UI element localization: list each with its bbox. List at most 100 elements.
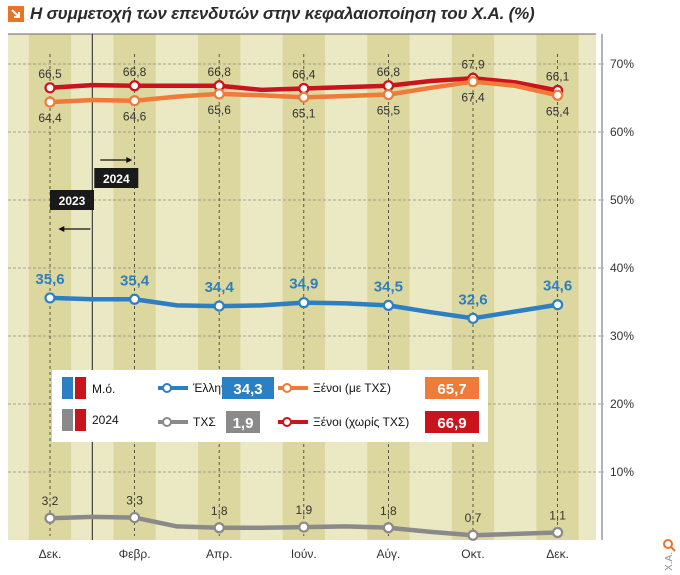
- y-tick-label: 40%: [610, 261, 634, 275]
- data-point-foreign_with: [382, 88, 394, 101]
- y-tick-label: 60%: [610, 125, 634, 139]
- data-point-greeks: [44, 292, 56, 304]
- legend-avg-value-foreign_with: 65,7: [437, 381, 466, 398]
- legend-marker-greeks: [162, 383, 172, 393]
- data-label-greeks: 35,4: [120, 272, 150, 289]
- data-label-foreign_without: 66,8: [123, 65, 147, 79]
- data-label-foreign_without: 66,8: [377, 65, 401, 79]
- year-2023-box: [50, 190, 94, 210]
- data-label-foreign_without: 67,9: [461, 57, 485, 71]
- data-label-greeks: 34,9: [289, 276, 318, 293]
- data-label-foreign_with: 64,6: [123, 110, 147, 124]
- data-point-foreign_with: [551, 89, 564, 101]
- data-label-foreign_with: 65,1: [292, 106, 316, 120]
- data-label-foreign_without: 66,5: [38, 67, 62, 81]
- data-point-hfsf: [298, 521, 310, 533]
- y-tick-label: 30%: [610, 329, 634, 343]
- x-tick-label: Φεβρ.: [119, 547, 151, 561]
- month-band: [113, 34, 156, 540]
- legend-marker-foreign_with: [282, 383, 292, 393]
- x-tick-label: Ιούν.: [291, 547, 317, 561]
- data-point-foreign_without: [129, 80, 141, 92]
- x-tick-label: Οκτ.: [461, 547, 484, 561]
- month-band: [367, 34, 410, 540]
- data-label-foreign_with: 65,4: [546, 104, 570, 118]
- data-label-hfsf: 0,7: [465, 511, 482, 525]
- y-tick-label: 50%: [610, 193, 634, 207]
- data-point-hfsf: [129, 511, 141, 524]
- chart-title-bar: Η συμμετοχή των επενδυτών στην κεφαλαιοπ…: [8, 2, 535, 26]
- arrow-left-icon: [58, 226, 65, 232]
- data-point-foreign_with: [129, 95, 141, 107]
- data-label-hfsf: 3,3: [126, 494, 143, 508]
- legend-label-foreign_with: Ξένοι (με ΤΧΣ): [313, 381, 391, 395]
- data-label-foreign_with: 65,6: [208, 103, 232, 117]
- source-label: Χ.Α.: [663, 552, 675, 571]
- data-label-foreign_with: 64,4: [38, 111, 62, 125]
- chart-title: Η συμμετοχή των επενδυτών στην κεφαλαιοπ…: [30, 4, 535, 23]
- data-label-hfsf: 1,9: [295, 503, 312, 517]
- data-point-hfsf: [382, 522, 394, 534]
- data-point-greeks: [213, 300, 225, 312]
- month-band: [28, 34, 72, 540]
- legend-avg-box-hfsf: [226, 411, 260, 433]
- data-point-greeks: [551, 299, 564, 311]
- x-tick-label: Δεκ.: [546, 547, 569, 561]
- data-point-foreign_with: [467, 76, 479, 88]
- data-point-foreign_without: [44, 82, 56, 94]
- month-band: [451, 34, 495, 540]
- legend-label-foreign_without: Ξένοι (χωρίς ΤΧΣ): [313, 415, 409, 429]
- data-point-hfsf: [551, 526, 564, 539]
- data-label-greeks: 34,4: [205, 279, 235, 296]
- legend-label-hfsf: ΤΧΣ: [193, 415, 216, 429]
- data-label-greeks: 34,6: [543, 278, 572, 295]
- arrow-icon: [8, 6, 24, 22]
- legend-marker-hfsf: [162, 417, 172, 427]
- year-2023-label: 2023: [59, 194, 86, 208]
- year-2024-label: 2024: [103, 172, 130, 186]
- legend-year-label: 2024: [92, 413, 119, 427]
- legend-marker-foreign_without: [282, 417, 292, 427]
- data-point-foreign_with: [44, 96, 56, 108]
- data-point-foreign_without: [382, 80, 394, 92]
- data-point-greeks: [382, 299, 394, 311]
- month-band: [536, 34, 579, 540]
- data-point-hfsf: [213, 522, 225, 534]
- y-tick-label: 10%: [610, 465, 634, 479]
- data-point-greeks: [298, 297, 310, 309]
- data-label-foreign_with: 67,4: [461, 91, 485, 105]
- legend-avg-label: Μ.ό.: [92, 382, 115, 396]
- legend-avg-swatch-red: [75, 377, 86, 399]
- data-point-hfsf: [467, 529, 479, 541]
- data-point-foreign_with: [298, 91, 310, 103]
- y-tick-label: 20%: [610, 397, 634, 411]
- arrow-right-icon: [126, 157, 133, 163]
- x-tick-label: Απρ.: [206, 547, 232, 561]
- data-point-foreign_without: [298, 82, 310, 95]
- month-band: [282, 34, 325, 540]
- legend-year-swatch-gray: [62, 409, 73, 431]
- y-tick-label: 70%: [610, 57, 634, 71]
- legend-avg-value-foreign_without: 66,9: [437, 415, 466, 432]
- data-label-greeks: 35,6: [35, 271, 64, 288]
- data-label-foreign_with: 65,5: [377, 104, 401, 118]
- legend-avg-box-foreign_with: [425, 377, 479, 399]
- source-watermark: Χ.Α.: [660, 538, 678, 571]
- month-band: [198, 34, 241, 540]
- x-tick-label: Δεκ.: [39, 547, 62, 561]
- legend-avg-box-foreign_without: [425, 411, 479, 433]
- data-point-hfsf: [44, 512, 56, 524]
- search-icon: [663, 539, 676, 552]
- data-label-foreign_without: 66,4: [292, 67, 316, 81]
- data-label-hfsf: 1,8: [211, 504, 228, 518]
- legend-avg-box-greeks: [222, 377, 274, 399]
- data-label-hfsf: 1,8: [380, 504, 397, 518]
- legend-year-swatch-red: [75, 409, 86, 431]
- legend-avg-swatch-blue: [62, 377, 73, 399]
- legend-avg-value-hfsf: 1,9: [233, 415, 254, 432]
- data-label-greeks: 32,6: [458, 291, 487, 308]
- x-tick-label: Αύγ.: [376, 547, 400, 561]
- data-label-hfsf: 3,2: [42, 494, 59, 508]
- data-label-foreign_without: 66,8: [208, 65, 232, 79]
